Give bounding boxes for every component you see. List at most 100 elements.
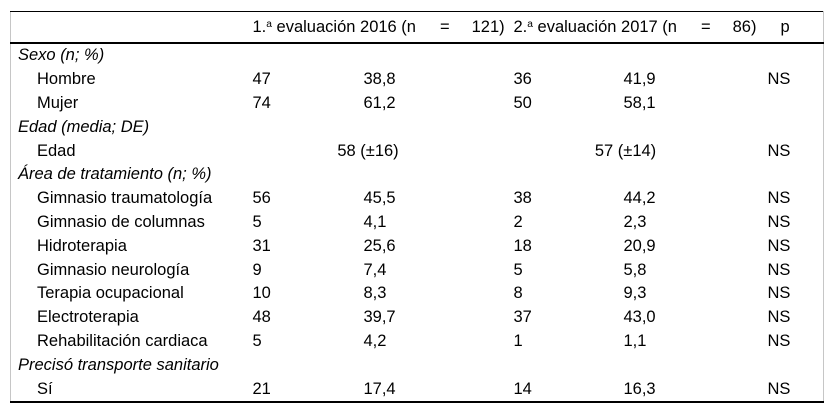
table-body: Sexo (n; %) Hombre 47 38,8 36 41,9 NS Mu… (11, 43, 824, 402)
section-row-transporte: Precisó transporte sanitario (11, 353, 824, 377)
cell-pct-2017: 20,9 (623, 236, 656, 255)
cell-n-2016: 5 (252, 212, 262, 231)
cell-n-2016: 31 (252, 236, 271, 255)
section-label: Precisó transporte sanitario (18, 355, 219, 374)
cell-mean-2016: 58 (±16) (337, 141, 399, 160)
cell-pct-2016: 4,2 (363, 331, 387, 350)
data-row-edad: Edad 58 (±16) 57 (±14) NS (11, 139, 824, 163)
cell-pct-2016: 17,4 (363, 379, 396, 398)
section-row-area-tratamiento: Área de tratamiento (n; %) (11, 163, 824, 187)
cell-n-2016: 10 (252, 284, 271, 303)
eval-2017-text: evaluación 2017 (n (532, 17, 677, 36)
data-row-hidroterapia: Hidroterapia 31 25,6 18 20,9 NS (11, 234, 824, 258)
header-row: 1.a evaluación 2016 (n = 121) 2.a evaluaci… (10, 11, 824, 44)
cell-n-2016: 5 (252, 331, 262, 350)
cell-n-2017: 2 (513, 212, 523, 231)
data-row-gimnasio-neurologia: Gimnasio neurología 9 7,4 5 5,8 NS (11, 258, 824, 282)
row-label: Gimnasio neurología (37, 260, 190, 279)
section-row-edad: Edad (media; DE) (11, 115, 824, 139)
cell-n-2017: 50 (513, 93, 532, 112)
cell-n-2016: 48 (252, 308, 271, 327)
row-label: Hombre (37, 70, 96, 89)
eval-2017-ordinal: a (527, 18, 533, 30)
row-label: Gimnasio de columnas (37, 212, 205, 231)
cell-p-value: NS (767, 284, 791, 303)
cell-n-2017: 1 (513, 331, 523, 350)
cell-pct-2016: 25,6 (363, 236, 396, 255)
data-row-gimnasio-traumatologia: Gimnasio traumatología 56 45,5 38 44,2 N… (11, 187, 824, 211)
section-row-sexo: Sexo (n; %) (11, 43, 824, 68)
row-label: Hidroterapia (37, 236, 127, 255)
header-p-value: p (767, 11, 824, 44)
cell-p-value: NS (767, 379, 791, 398)
cell-pct-2016: 8,3 (363, 284, 387, 303)
cell-n-2017: 36 (513, 70, 532, 89)
eval-2017-equals: = (700, 17, 711, 36)
cell-pct-2016: 39,7 (363, 308, 396, 327)
cell-pct-2017: 43,0 (623, 308, 656, 327)
cell-p-value: NS (767, 141, 791, 160)
cell-pct-2017: 58,1 (623, 93, 656, 112)
section-label: Edad (media; DE) (18, 117, 150, 136)
data-row-si: Sí 21 17,4 14 16,3 NS (11, 377, 824, 402)
section-label: Sexo (n; %) (18, 46, 105, 65)
cell-pct-2016: 45,5 (363, 189, 396, 208)
data-row-hombre: Hombre 47 38,8 36 41,9 NS (11, 68, 824, 92)
data-row-mujer: Mujer 74 61,2 50 58,1 (11, 92, 824, 116)
cell-p-value: NS (767, 236, 791, 255)
cell-pct-2017: 5,8 (623, 260, 647, 279)
data-row-terapia-ocupacional: Terapia ocupacional 10 8,3 8 9,3 NS (11, 282, 824, 306)
eval-2016-count: 121) (471, 17, 505, 36)
cell-pct-2016: 7,4 (363, 260, 387, 279)
cell-n-2017: 14 (513, 379, 532, 398)
cell-n-2016: 47 (252, 70, 271, 89)
cell-n-2016: 56 (252, 189, 271, 208)
cell-p-value (768, 92, 824, 116)
row-label: Mujer (37, 93, 79, 112)
table-header: 1.a evaluación 2016 (n = 121) 2.a evaluaci… (10, 11, 824, 44)
section-label: Área de tratamiento (n; %) (18, 165, 212, 184)
row-label: Terapia ocupacional (37, 284, 184, 303)
cell-pct-2016: 38,8 (363, 70, 396, 89)
row-label: Gimnasio traumatología (37, 189, 213, 208)
cell-p-value: NS (767, 308, 791, 327)
eval-2016-num: 1. (252, 17, 267, 36)
header-eval-2017: 2.a evaluación 2017 (n = 86) (513, 11, 768, 44)
cell-pct-2016: 61,2 (363, 93, 396, 112)
cell-pct-2017: 41,9 (623, 70, 656, 89)
header-eval-2016: 1.a evaluación 2016 (n = 121) (252, 11, 514, 44)
eval-2017-num: 2. (513, 17, 528, 36)
cell-n-2017: 5 (513, 260, 523, 279)
cell-pct-2017: 1,1 (623, 331, 647, 350)
cell-pct-2016: 4,1 (363, 212, 387, 231)
cell-p-value: NS (767, 189, 791, 208)
row-label: Edad (37, 141, 76, 160)
cell-n-2017: 37 (513, 308, 532, 327)
cell-pct-2017: 9,3 (623, 284, 647, 303)
cell-n-2017: 38 (513, 189, 532, 208)
data-row-gimnasio-columnas: Gimnasio de columnas 5 4,1 2 2,3 NS (11, 211, 824, 235)
row-label: Sí (37, 379, 53, 398)
data-row-rehabilitacion-cardiaca: Rehabilitación cardiaca 5 4,2 1 1,1 NS (11, 330, 824, 354)
cell-n-2016: 21 (252, 379, 271, 398)
cell-p-value: NS (767, 260, 791, 279)
cell-n-2016: 9 (252, 260, 262, 279)
eval-2017-count: 86) (732, 17, 757, 36)
eval-2016-equals: = (439, 17, 450, 36)
cell-n-2017: 8 (513, 284, 523, 303)
cell-p-value: NS (767, 331, 791, 350)
eval-2016-ordinal: a (266, 18, 272, 30)
cell-n-2016: 74 (252, 93, 271, 112)
cell-p-value: NS (767, 212, 791, 231)
cell-pct-2017: 44,2 (623, 189, 656, 208)
cell-pct-2017: 16,3 (623, 379, 656, 398)
eval-2016-text: evaluación 2016 (n (271, 17, 416, 36)
header-empty-cell (10, 11, 253, 44)
data-row-electroterapia: Electroterapia 48 39,7 37 43,0 NS (11, 306, 824, 330)
cell-p-value: NS (767, 70, 791, 89)
cell-pct-2017: 2,3 (623, 212, 647, 231)
row-label: Electroterapia (37, 308, 139, 327)
evaluation-comparison-table: 1.a evaluación 2016 (n = 121) 2.a evaluaci… (10, 11, 825, 403)
row-label: Rehabilitación cardiaca (37, 331, 208, 350)
